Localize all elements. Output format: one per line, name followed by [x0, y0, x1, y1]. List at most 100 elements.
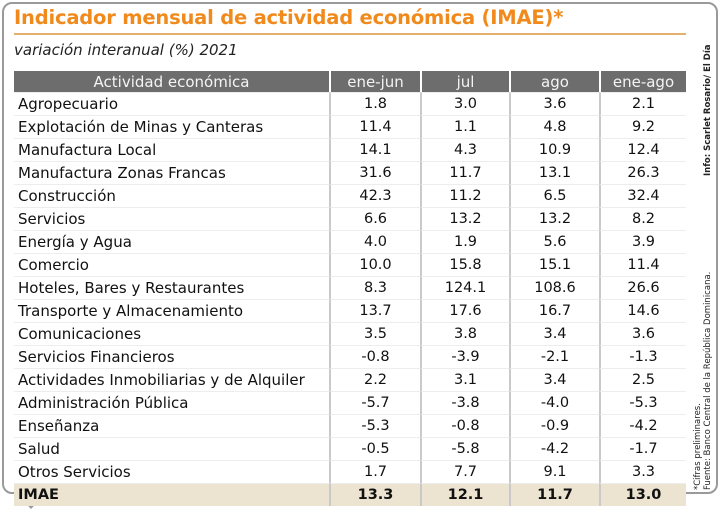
activity-cell: Comunicaciones [14, 322, 329, 345]
table-row: Hoteles, Bares y Restaurantes 8.3 124.1 108… [14, 276, 686, 299]
value-cell: 2.5 [599, 368, 686, 391]
value-cell: -4.2 [509, 437, 599, 460]
value-cell: 2.1 [599, 92, 686, 115]
activity-cell: Construcción [14, 184, 329, 207]
footnote-preliminary: *Cifras preliminares. [693, 403, 703, 490]
activity-cell: Servicios Financieros [14, 345, 329, 368]
value-cell: 16.7 [509, 299, 599, 322]
value-cell: 11.2 [420, 184, 509, 207]
activity-cell: Transporte y Almacenamiento [14, 299, 329, 322]
value-cell: -0.5 [329, 437, 420, 460]
value-cell: 13.7 [329, 299, 420, 322]
table-row: Manufactura Zonas Francas 31.6 11.7 13.1 26.… [14, 161, 686, 184]
chart-subtitle: variación interanual (%) 2021 [14, 41, 238, 59]
value-cell: 11.7 [509, 483, 599, 506]
activity-cell: Enseñanza [14, 414, 329, 437]
table-row: Salud -0.5 -5.8 -4.2 -1.7 [14, 437, 686, 460]
activity-cell: Salud [14, 437, 329, 460]
activity-cell: Explotación de Minas y Canteras [14, 115, 329, 138]
column-header-ene-ago: ene-ago [599, 71, 686, 92]
table-row: Explotación de Minas y Canteras 11.4 1.1 4.… [14, 115, 686, 138]
table-header-row: Actividad económica ene-jun jul ago ene-… [14, 71, 686, 92]
value-cell: 26.6 [599, 276, 686, 299]
value-cell: -2.1 [509, 345, 599, 368]
value-cell: 3.4 [509, 368, 599, 391]
value-cell: 26.3 [599, 161, 686, 184]
footnote-source: Fuente: Banco Central de la República Do… [703, 271, 713, 490]
value-cell: 1.7 [329, 460, 420, 483]
value-cell: 11.4 [599, 253, 686, 276]
value-cell: 13.2 [420, 207, 509, 230]
value-cell: 9.2 [599, 115, 686, 138]
value-cell: -5.7 [329, 391, 420, 414]
value-cell: 6.5 [509, 184, 599, 207]
value-cell: 4.0 [329, 230, 420, 253]
value-cell: -3.8 [420, 391, 509, 414]
activity-cell: Energía y Agua [14, 230, 329, 253]
value-cell: 3.8 [420, 322, 509, 345]
table-row: Servicios 6.6 13.2 13.2 8.2 [14, 207, 686, 230]
value-cell: -4.0 [509, 391, 599, 414]
value-cell: 4.8 [509, 115, 599, 138]
activity-cell: Hoteles, Bares y Restaurantes [14, 276, 329, 299]
value-cell: 13.2 [509, 207, 599, 230]
activity-cell: Actividades Inmobiliarias y de Alquiler [14, 368, 329, 391]
value-cell: 15.1 [509, 253, 599, 276]
value-cell: 13.0 [599, 483, 686, 506]
activity-cell: IMAE [14, 483, 329, 506]
value-cell: -5.3 [329, 414, 420, 437]
table-row: Servicios Financieros -0.8 -3.9 -2.1 -1.3 [14, 345, 686, 368]
column-header-activity: Actividad económica [14, 71, 329, 92]
value-cell: 108.6 [509, 276, 599, 299]
value-cell: -4.2 [599, 414, 686, 437]
activity-cell: Agropecuario [14, 92, 329, 115]
table-row: Construcción 42.3 11.2 6.5 32.4 [14, 184, 686, 207]
table-row: Otros Servicios 1.7 7.7 9.1 3.3 [14, 460, 686, 483]
value-cell: 2.2 [329, 368, 420, 391]
table-row: Energía y Agua 4.0 1.9 5.6 3.9 [14, 230, 686, 253]
value-cell: 12.4 [599, 138, 686, 161]
table-row: Enseñanza -5.3 -0.8 -0.9 -4.2 [14, 414, 686, 437]
value-cell: 14.1 [329, 138, 420, 161]
value-cell: 14.6 [599, 299, 686, 322]
title-divider [14, 33, 686, 35]
value-cell: 13.1 [509, 161, 599, 184]
chart-title: Indicador mensual de actividad económica… [14, 6, 564, 29]
activity-cell: Administración Pública [14, 391, 329, 414]
table-row: Comunicaciones 3.5 3.8 3.4 3.6 [14, 322, 686, 345]
value-cell: -5.8 [420, 437, 509, 460]
value-cell: 1.8 [329, 92, 420, 115]
value-cell: 1.1 [420, 115, 509, 138]
value-cell: 11.7 [420, 161, 509, 184]
value-cell: -0.8 [420, 414, 509, 437]
value-cell: 3.4 [509, 322, 599, 345]
table-row: Transporte y Almacenamiento 13.7 17.6 16.7 1… [14, 299, 686, 322]
column-header-ago: ago [509, 71, 599, 92]
value-cell: 1.9 [420, 230, 509, 253]
value-cell: 13.3 [329, 483, 420, 506]
credit-note: Info: Scarlet Rosario/ El Día [703, 44, 713, 176]
value-cell: 3.5 [329, 322, 420, 345]
value-cell: -0.9 [509, 414, 599, 437]
table-total-row: IMAE 13.3 12.1 11.7 13.0 [14, 483, 686, 506]
value-cell: 15.8 [420, 253, 509, 276]
activity-cell: Manufactura Local [14, 138, 329, 161]
value-cell: 3.3 [599, 460, 686, 483]
activity-cell: Comercio [14, 253, 329, 276]
column-header-ene-jun: ene-jun [329, 71, 420, 92]
value-cell: 17.6 [420, 299, 509, 322]
value-cell: 124.1 [420, 276, 509, 299]
value-cell: 8.3 [329, 276, 420, 299]
table-row: Administración Pública -5.7 -3.8 -4.0 -5.3 [14, 391, 686, 414]
value-cell: -3.9 [420, 345, 509, 368]
table-row: Actividades Inmobiliarias y de Alquiler 2… [14, 368, 686, 391]
value-cell: 10.9 [509, 138, 599, 161]
value-cell: 10.0 [329, 253, 420, 276]
activity-cell: Servicios [14, 207, 329, 230]
table-row: Manufactura Local 14.1 4.3 10.9 12.4 [14, 138, 686, 161]
value-cell: 31.6 [329, 161, 420, 184]
value-cell: 9.1 [509, 460, 599, 483]
table-row: Comercio 10.0 15.8 15.1 11.4 [14, 253, 686, 276]
value-cell: 3.0 [420, 92, 509, 115]
table-body: Agropecuario 1.8 3.0 3.6 2.1 Explotación de M… [14, 92, 686, 506]
